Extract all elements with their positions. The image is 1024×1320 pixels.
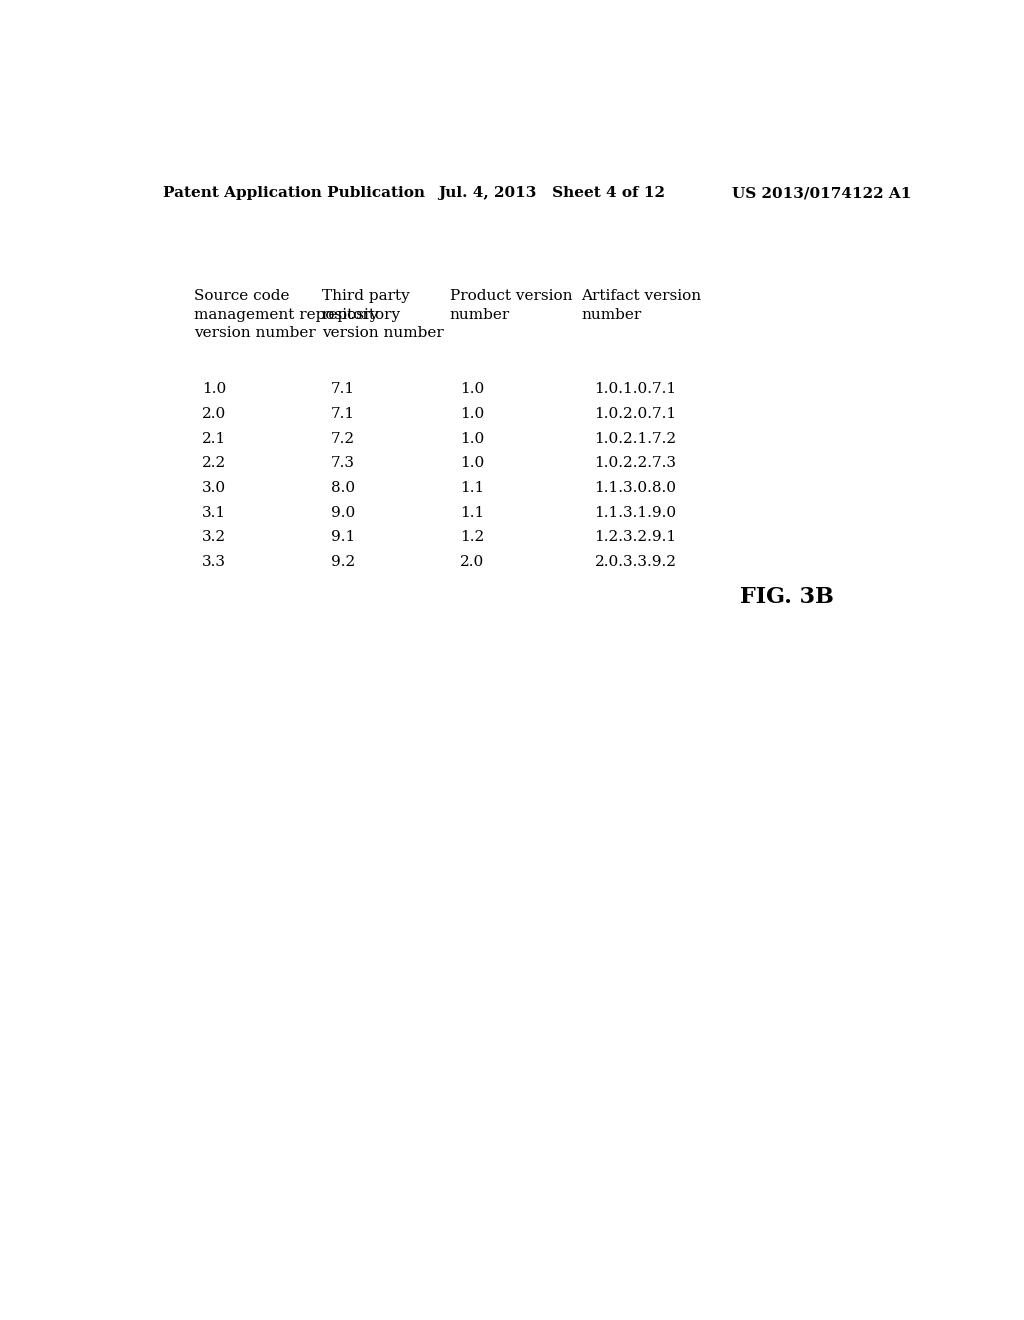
Text: 1.0: 1.0 xyxy=(460,383,484,396)
Text: 2.1: 2.1 xyxy=(202,432,226,446)
Text: 9.0: 9.0 xyxy=(331,506,355,520)
Text: 1.1.3.1.9.0: 1.1.3.1.9.0 xyxy=(595,506,677,520)
Text: Source code
management repository
version number: Source code management repository versio… xyxy=(194,289,378,341)
Text: 1.0: 1.0 xyxy=(202,383,226,396)
Text: 1.0.2.1.7.2: 1.0.2.1.7.2 xyxy=(595,432,677,446)
Text: 7.2: 7.2 xyxy=(331,432,355,446)
Text: 2.0: 2.0 xyxy=(460,554,484,569)
Text: 1.1: 1.1 xyxy=(460,480,484,495)
Text: 2.0: 2.0 xyxy=(202,407,226,421)
Text: 7.3: 7.3 xyxy=(331,457,355,470)
Text: 9.1: 9.1 xyxy=(331,531,355,544)
Text: 1.0: 1.0 xyxy=(460,407,484,421)
Text: 1.2.3.2.9.1: 1.2.3.2.9.1 xyxy=(595,531,677,544)
Text: 1.0.1.0.7.1: 1.0.1.0.7.1 xyxy=(595,383,677,396)
Text: 1.0: 1.0 xyxy=(460,457,484,470)
Text: Third party
repository
version number: Third party repository version number xyxy=(322,289,443,341)
Text: Artifact version
number: Artifact version number xyxy=(582,289,701,322)
Text: 1.1.3.0.8.0: 1.1.3.0.8.0 xyxy=(595,480,677,495)
Text: 1.2: 1.2 xyxy=(460,531,484,544)
Text: US 2013/0174122 A1: US 2013/0174122 A1 xyxy=(732,186,912,201)
Text: 1.0: 1.0 xyxy=(460,432,484,446)
Text: 3.0: 3.0 xyxy=(202,480,225,495)
Text: 3.1: 3.1 xyxy=(202,506,225,520)
Text: 1.0.2.2.7.3: 1.0.2.2.7.3 xyxy=(595,457,677,470)
Text: 9.2: 9.2 xyxy=(331,554,355,569)
Text: Patent Application Publication: Patent Application Publication xyxy=(163,186,425,201)
Text: 2.0.3.3.9.2: 2.0.3.3.9.2 xyxy=(595,554,677,569)
Text: FIG. 3B: FIG. 3B xyxy=(739,586,834,609)
Text: 7.1: 7.1 xyxy=(331,383,355,396)
Text: 1.0.2.0.7.1: 1.0.2.0.7.1 xyxy=(595,407,677,421)
Text: 7.1: 7.1 xyxy=(331,407,355,421)
Text: 3.2: 3.2 xyxy=(202,531,225,544)
Text: Jul. 4, 2013   Sheet 4 of 12: Jul. 4, 2013 Sheet 4 of 12 xyxy=(438,186,665,201)
Text: 8.0: 8.0 xyxy=(331,480,355,495)
Text: 2.2: 2.2 xyxy=(202,457,226,470)
Text: Product version
number: Product version number xyxy=(450,289,572,322)
Text: 1.1: 1.1 xyxy=(460,506,484,520)
Text: 3.3: 3.3 xyxy=(202,554,225,569)
